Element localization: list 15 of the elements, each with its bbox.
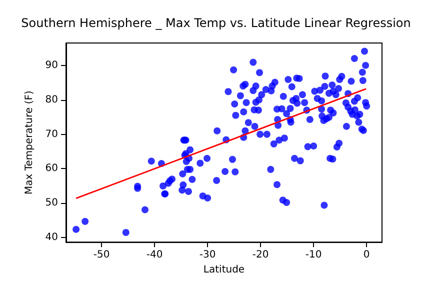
y-tick-label: 60: [45, 163, 58, 174]
x-tick-label: -40: [146, 250, 163, 261]
y-tick-label: 80: [45, 94, 58, 106]
y-tick-label: 70: [45, 128, 58, 140]
y-tick-label: 50: [45, 198, 58, 209]
x-tick-label: 0: [363, 250, 370, 261]
x-tick-label: -20: [252, 250, 269, 261]
y-axis-title: Max Temperature (F): [24, 90, 35, 195]
y-tick-label: 90: [45, 60, 58, 71]
chart-title: Southern Hemisphere _ Max Temp vs. Latitude Linear Regression: [21, 16, 411, 30]
x-tick-label: -50: [93, 250, 110, 261]
y-tick-label: 40: [45, 232, 58, 244]
x-tick-label: -10: [305, 250, 322, 261]
x-tick-label: -30: [199, 250, 216, 261]
x-axis-title: Latitude: [203, 264, 245, 276]
